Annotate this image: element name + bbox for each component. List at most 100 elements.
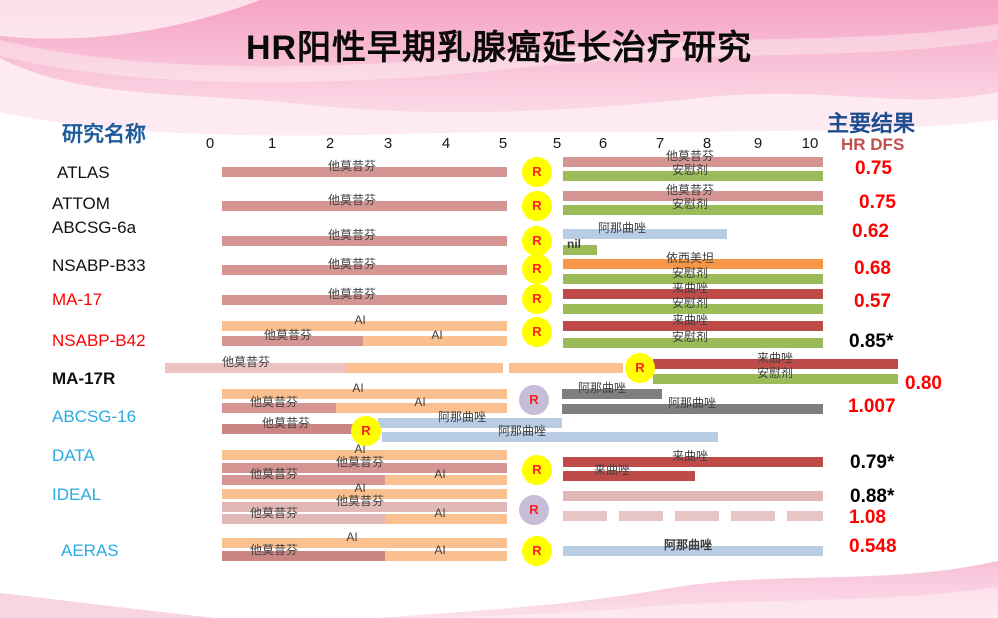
therapy-bar: [222, 424, 363, 434]
hr-value: 0.62: [852, 221, 889, 242]
therapy-bar: [563, 274, 823, 284]
bar-label: AI: [431, 328, 443, 342]
therapy-bar: [222, 336, 363, 346]
therapy-bar: [222, 236, 507, 246]
study-name-header: 研究名称: [62, 123, 146, 146]
axis-tick: 8: [702, 135, 712, 152]
study-label: AERAS: [61, 541, 119, 560]
hr-value: 0.80: [905, 373, 942, 394]
hr-value: 0.88*: [850, 486, 895, 507]
axis-tick: 2: [325, 135, 335, 152]
randomization-marker: R: [522, 157, 552, 187]
therapy-bar: [562, 404, 823, 414]
bar-label: 他莫昔芬: [249, 395, 299, 409]
bar-label: 他莫昔芬: [327, 228, 377, 242]
bar-label: 阿那曲唑: [497, 424, 547, 438]
bar-label: 他莫昔芬: [263, 328, 313, 342]
therapy-bar: [563, 259, 823, 269]
therapy-bar: [222, 489, 507, 499]
therapy-bar: [385, 514, 507, 524]
therapy-bar: [378, 418, 562, 428]
bar-label: 来曲唑: [756, 351, 794, 365]
axis-tick: 5: [498, 135, 508, 152]
randomization-marker: R: [522, 226, 552, 256]
bar-label: 他莫昔芬: [327, 287, 377, 301]
hr-value: 0.57: [854, 291, 891, 312]
study-label: ABCSG-16: [52, 407, 137, 426]
bar-label: 来曲唑: [671, 281, 709, 295]
bar-label: AI: [434, 506, 446, 520]
axis-tick: 1: [267, 135, 277, 152]
bar-label: 他莫昔芬: [335, 455, 385, 469]
therapy-bar: [563, 205, 823, 215]
study-label: IDEAL: [52, 485, 102, 504]
bar-label: 他莫昔芬: [249, 467, 299, 481]
bar-label: 安慰剂: [671, 197, 709, 211]
therapy-bar: [563, 321, 823, 331]
therapy-bar: [563, 546, 823, 556]
therapy-bar: [563, 491, 823, 501]
bar-label: 他莫昔芬: [665, 183, 715, 197]
randomization-marker: R: [351, 416, 381, 446]
therapy-bar: [563, 338, 823, 348]
study-label: DATA: [52, 446, 95, 465]
therapy-bar: [222, 265, 507, 275]
therapy-bar: [385, 475, 507, 485]
randomization-marker: R: [522, 191, 552, 221]
page-title: HR阳性早期乳腺癌延长治疗研究: [245, 29, 753, 67]
therapy-bar: [222, 475, 385, 485]
bar-label: AI: [354, 442, 366, 456]
therapy-bar: [222, 514, 385, 524]
therapy-bar: [222, 538, 507, 548]
study-label: NSABP-B42: [52, 331, 146, 350]
bar-label: AI: [434, 467, 446, 481]
randomization-marker: R: [522, 254, 552, 284]
randomization-marker: R: [522, 317, 552, 347]
study-label: ATTOM: [52, 194, 110, 213]
bar-label: 安慰剂: [756, 366, 794, 380]
therapy-bar: [563, 471, 695, 481]
bar-label: 他莫昔芬: [665, 149, 715, 163]
randomization-marker: R: [522, 455, 552, 485]
therapy-bar: [563, 157, 823, 167]
therapy-bar: [345, 363, 503, 373]
bar-label: 来曲唑: [593, 463, 631, 477]
bar-label: 阿那曲唑: [577, 381, 627, 395]
hr-value: 0.85*: [849, 331, 894, 352]
bar-label: 他莫昔芬: [335, 494, 385, 508]
bar-label: AI: [346, 530, 358, 544]
therapy-bar: [385, 551, 507, 561]
therapy-bar: [563, 245, 597, 255]
therapy-bar: [222, 201, 507, 211]
therapy-bar: [563, 457, 823, 467]
therapy-bar: [222, 450, 507, 460]
therapy-bar: [675, 511, 719, 521]
therapy-bar: [653, 374, 898, 384]
bar-label: 他莫昔芬: [327, 193, 377, 207]
hr-dfs-header: HR DFS: [841, 135, 905, 154]
therapy-bar: [563, 191, 823, 201]
bar-label: 他莫昔芬: [249, 506, 299, 520]
bar-label: AI: [352, 381, 364, 395]
therapy-bar: [165, 363, 345, 373]
therapy-bar: [222, 167, 507, 177]
study-label: NSABP-B33: [52, 256, 146, 275]
hr-value: 0.75: [859, 192, 896, 213]
therapy-bar: [619, 511, 663, 521]
bar-label: 安慰剂: [671, 163, 709, 177]
therapy-bar: [222, 403, 336, 413]
axis-tick: 10: [801, 135, 819, 152]
bar-label: 阿那曲唑: [667, 396, 717, 410]
axis-tick: 5: [552, 135, 562, 152]
hr-value: 1.007: [848, 396, 896, 417]
therapy-bar: [563, 304, 823, 314]
hr-value: 0.68: [854, 258, 891, 279]
bar-label: 阿那曲唑: [663, 538, 713, 552]
axis-tick: 7: [655, 135, 665, 152]
bar-label: 他莫昔芬: [327, 159, 377, 173]
bar-label: 他莫昔芬: [261, 416, 311, 430]
bar-label: 他莫昔芬: [221, 355, 271, 369]
randomization-marker: R: [522, 536, 552, 566]
bar-label: 依西美坦: [665, 251, 715, 265]
